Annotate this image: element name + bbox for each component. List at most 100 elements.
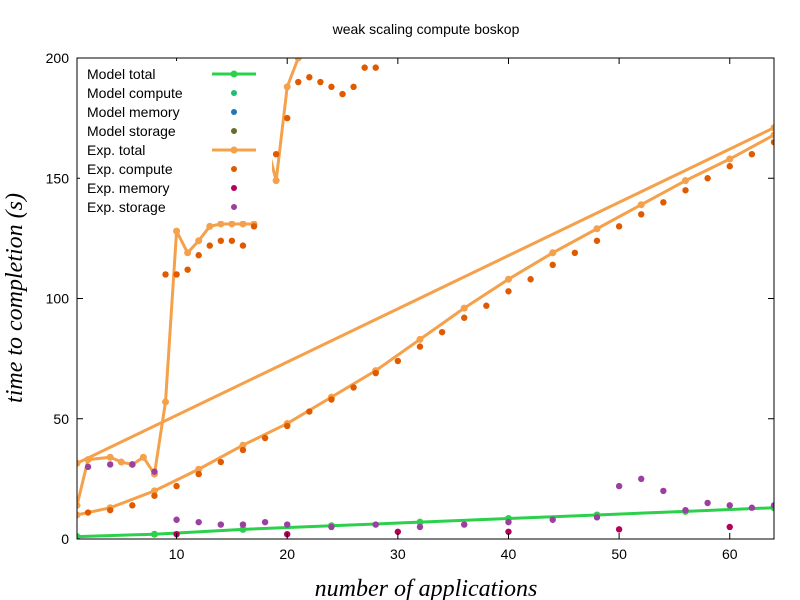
legend-dot-swatch — [231, 128, 237, 134]
legend-label: Exp. total — [87, 142, 145, 158]
series-point-exp-memory — [726, 523, 733, 531]
series-point-exp-storage — [549, 516, 556, 523]
series-point-exp-total — [239, 220, 247, 228]
axis-ticks: 10 20 30 40 50 60 0 50 100 150 200 — [46, 50, 774, 562]
series-point-exp-compute-linear — [704, 175, 711, 182]
series-point-exp-storage — [726, 502, 733, 509]
series-point-exp-storage — [704, 499, 711, 507]
series-point-exp-storage — [261, 518, 269, 526]
series-point-exp-compute-linear — [84, 509, 92, 516]
series-point-exp-compute-upper — [217, 237, 225, 244]
series-point-exp-storage — [328, 523, 335, 531]
legend-label: Exp. memory — [87, 180, 169, 196]
series-point-exp-compute-linear — [438, 328, 446, 336]
series-line-exp-total-linear — [77, 126, 774, 465]
series-point-exp-total-lower — [770, 131, 774, 139]
series-point-exp-compute-upper — [306, 74, 313, 81]
series-point-exp-compute-linear — [461, 314, 468, 321]
legend-dot-swatch — [231, 166, 237, 172]
series-point-exp-compute-linear — [549, 261, 556, 269]
series-point-exp-total — [272, 177, 280, 185]
series-point-exp-compute-upper — [228, 237, 236, 244]
series-point-exp-total-lower — [150, 487, 158, 495]
series-point-exp-storage — [461, 521, 468, 528]
series-point-exp-compute-linear — [129, 502, 136, 509]
series-point-exp-compute-upper — [350, 83, 357, 91]
series-point-exp-storage — [593, 514, 601, 521]
legend-dot-swatch — [231, 109, 237, 115]
series-point-exp-compute-linear — [593, 237, 601, 244]
x-tick-label: 10 — [169, 546, 185, 562]
series-point-exp-total-lower — [549, 249, 557, 257]
series-point-exp-storage — [239, 521, 247, 528]
series-point-exp-memory — [394, 528, 402, 535]
series-point-exp-total — [228, 220, 236, 228]
legend-dot-swatch — [231, 204, 237, 210]
chart-title: weak scaling compute boskop — [332, 21, 520, 37]
series-point-exp-compute-linear — [350, 384, 357, 391]
series-point-exp-compute-linear — [173, 482, 180, 490]
series-point-exp-total-lower — [416, 335, 424, 343]
legend: Model total Model compute Model memory Mode… — [80, 61, 272, 221]
series-point-exp-compute-linear — [394, 357, 402, 365]
series-point-exp-total-lower — [726, 155, 734, 163]
series-point-exp-compute-linear — [328, 396, 335, 403]
series-point-exp-total — [283, 83, 291, 91]
series-point-exp-total — [77, 501, 81, 509]
series-point-exp-compute-upper — [328, 83, 335, 91]
series-point-exp-compute-upper — [272, 151, 280, 158]
series-point-model-total — [150, 530, 158, 538]
legend-label: Model storage — [87, 123, 176, 139]
series-point-exp-total-lower — [637, 201, 645, 209]
series-point-exp-compute-upper — [372, 64, 379, 71]
series-point-exp-compute-linear — [527, 276, 534, 283]
series-point-exp-compute-linear — [372, 369, 379, 377]
series-point-exp-storage — [129, 461, 136, 468]
series-point-exp-compute-linear — [195, 470, 202, 478]
series-point-exp-total — [217, 220, 225, 228]
series-point-exp-storage — [660, 487, 667, 495]
series-point-exp-compute-linear — [261, 434, 269, 442]
series-point-exp-compute-upper — [284, 114, 291, 122]
series-point-exp-compute-upper — [206, 242, 213, 249]
legend-dot-swatch — [231, 185, 237, 191]
series-point-exp-storage — [638, 475, 645, 483]
series-point-exp-compute-linear — [638, 211, 645, 218]
y-tick-label: 200 — [46, 50, 70, 66]
series-point-exp-total — [184, 249, 192, 257]
series-point-exp-storage — [615, 482, 623, 490]
series-point-exp-compute-upper — [339, 90, 346, 98]
series-point-exp-compute-linear — [151, 492, 158, 499]
series-point-model-total — [77, 533, 81, 539]
series-point-exp-memory — [615, 526, 623, 533]
series-point-exp-compute-upper — [239, 242, 247, 249]
series-point-exp-total-lower — [195, 465, 203, 473]
legend-line-marker — [230, 70, 238, 78]
x-tick-label: 20 — [279, 546, 295, 562]
series-point-exp-storage — [416, 523, 424, 531]
series-point-exp-storage — [151, 468, 158, 475]
series-point-exp-total-linear — [770, 124, 774, 132]
series-point-exp-compute-linear — [416, 343, 424, 350]
series-point-exp-total — [195, 237, 203, 245]
legend-line-marker — [230, 146, 238, 154]
series-point-exp-storage — [682, 506, 689, 514]
series-point-exp-compute-upper — [162, 271, 169, 278]
series-point-exp-compute-linear — [615, 223, 623, 230]
series-point-exp-compute-linear — [770, 138, 774, 146]
series-point-exp-storage — [770, 502, 774, 509]
x-tick-label: 30 — [390, 546, 406, 562]
series-point-model-total — [239, 525, 247, 533]
legend-label: Model total — [87, 66, 155, 82]
legend-label: Exp. storage — [87, 199, 166, 215]
series-point-exp-compute-upper — [361, 64, 368, 71]
legend-background — [80, 61, 272, 221]
series-point-exp-memory — [505, 528, 512, 535]
series-point-exp-compute-linear — [106, 506, 114, 514]
series-point-exp-storage — [106, 461, 114, 468]
series-point-exp-compute-linear — [505, 288, 512, 295]
series-point-exp-compute-upper — [317, 78, 324, 86]
y-tick-label: 50 — [53, 411, 69, 427]
series-point-exp-compute-linear — [571, 249, 579, 257]
